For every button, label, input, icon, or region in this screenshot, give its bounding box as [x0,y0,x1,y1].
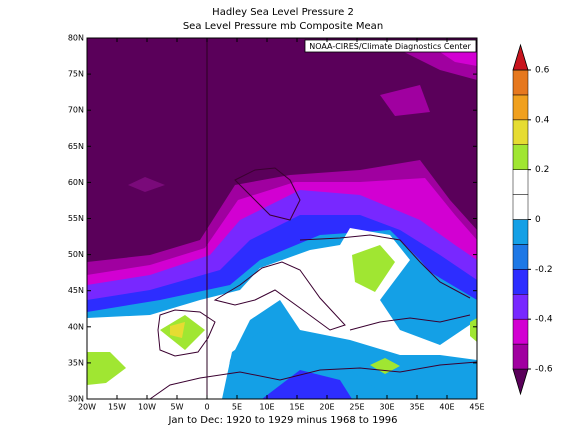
contour-patch [222,332,390,399]
coastline [299,234,471,299]
colorbar-segment [512,169,529,195]
lon-label: 35E [409,403,424,412]
lat-label: 70N [68,106,84,115]
lon-label: 30E [379,403,394,412]
contour-patch [470,318,477,342]
colorbar-label: -0.2 [535,265,553,275]
coastline [213,261,346,331]
contour-patch [352,245,395,292]
contour-patch [170,322,185,338]
lat-label: 30N [68,395,84,404]
colorbar-segment [512,343,529,370]
lat-label: 40N [68,322,84,331]
colorbar-label: 0.6 [535,66,550,76]
coastline [149,361,478,400]
colorbar-segment [512,294,529,320]
lat-label: 60N [68,178,84,187]
colorbar-label: 0.4 [535,115,550,125]
coastline [234,167,301,221]
colorbar-segment [512,119,529,146]
axes: 30N 35N 40N 45N 50N 55N 60N 65N 70N 75N 80N 20W 15W 1… [68,34,485,412]
contour-field [87,38,478,400]
lon-label: 5E [232,403,242,412]
lon-label: 45E [469,403,484,412]
lon-label: 20E [319,403,334,412]
colorbar-label: -0.6 [535,365,553,375]
colorbar-segment [512,318,529,345]
contour-patch [262,370,352,399]
subtitle: Sea Level Pressure mb Composite Mean [183,21,383,32]
lat-label: 45N [68,286,84,295]
credit: NOAA-CIRES/Climate Diagnostics Center [309,42,471,51]
lon-label: 15W [108,403,126,412]
colorbar-segment [512,144,529,170]
contour-patch [87,352,126,385]
colorbar-segment [512,219,529,245]
colorbar-label: 0 [535,215,541,225]
lon-label: 10W [138,403,156,412]
colorbar-segment [512,244,529,270]
colorbar-segment [512,94,529,121]
colorbar-label: -0.4 [535,315,553,325]
lat-label: 35N [68,358,84,367]
colorbar-label: 0.2 [535,165,549,175]
lat-label: 80N [68,34,84,43]
title: Hadley Sea Level Pressure 2 [212,7,354,18]
lon-label: 20W [78,403,96,412]
coastline [349,314,471,331]
contour-patch [380,85,430,116]
lon-label: 10E [259,403,274,412]
colorbar: -0.6 -0.4 -0.2 0 0.2 0.4 0.6 [512,43,553,396]
colorbar-segment [512,194,529,220]
colorbar-segment [512,269,529,295]
lat-label: 65N [68,142,84,151]
lat-label: 75N [68,70,84,79]
lon-label: 25E [349,403,364,412]
contour-patch [128,177,165,192]
lat-label: 55N [68,214,84,223]
lon-label: 5W [171,403,184,412]
colorbar-tip [512,368,529,396]
lat-label: 50N [68,250,84,259]
colorbar-segment [512,69,529,96]
contour-patch [370,358,400,374]
lon-label: 15E [289,403,304,412]
lon-label: 40E [439,403,454,412]
coastline [157,309,216,357]
contour-patch [440,50,477,66]
lon-label: 0 [204,403,209,412]
caption: Jan to Dec: 1920 to 1929 minus 1968 to 1… [167,415,397,426]
colorbar-tip [512,43,529,71]
credit-box [304,39,477,53]
